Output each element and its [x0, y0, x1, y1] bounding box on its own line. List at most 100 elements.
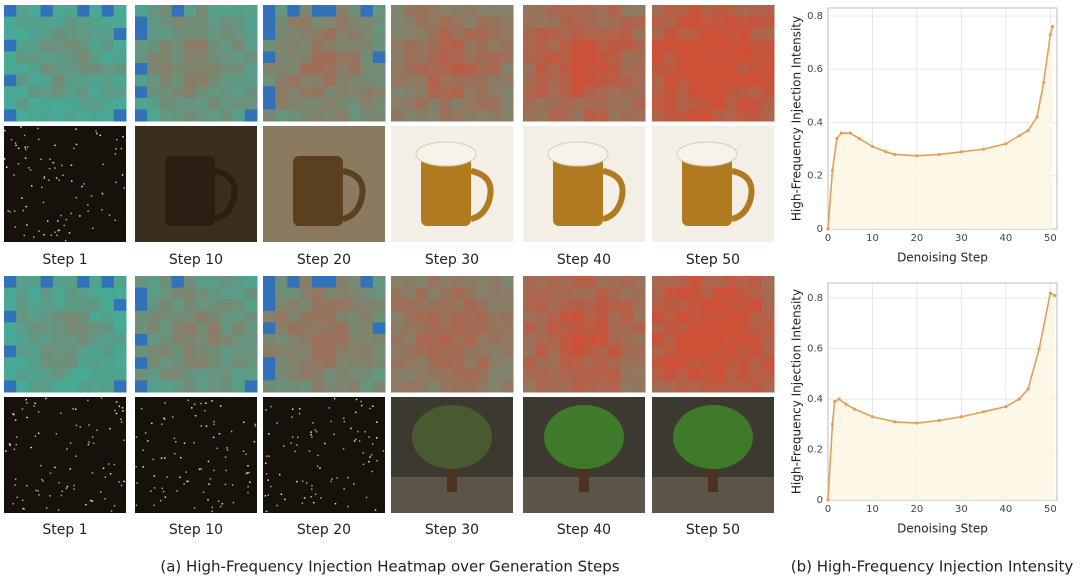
noise-dot: [12, 502, 14, 505]
noise-dot: [122, 410, 124, 412]
heatmap-cell: [52, 63, 66, 76]
heatmap-cell: [535, 51, 548, 64]
heatmap-cell: [749, 63, 763, 76]
heatmap-cell: [28, 310, 42, 323]
heatmap-cell: [287, 97, 301, 110]
heatmap-cell: [263, 51, 276, 64]
noise-dot: [38, 494, 40, 496]
heatmap-cell: [147, 368, 160, 381]
heatmap-cell: [16, 74, 29, 87]
heatmap-cell: [737, 109, 751, 122]
noise-dot: [113, 504, 116, 507]
heatmap-cell: [113, 86, 127, 99]
heatmap-cell: [360, 299, 374, 312]
noise-dot: [242, 450, 245, 453]
heatmap-cell: [452, 109, 465, 122]
heatmap-cell: [391, 310, 404, 323]
heatmap-cell: [725, 97, 738, 110]
heatmap-cell: [101, 276, 115, 289]
noise-dot: [7, 210, 9, 212]
heatmap-cell: [360, 28, 374, 41]
heatmap-cell: [596, 334, 609, 347]
heatmap-cell: [28, 39, 42, 52]
heatmap-cell: [348, 51, 362, 64]
heatmap-cell: [360, 357, 374, 370]
step-label: Step 30: [425, 522, 479, 538]
heatmap-cell: [452, 74, 465, 87]
heatmap-cell: [488, 345, 502, 358]
heatmap-cell: [652, 39, 665, 52]
noise-dot: [224, 456, 227, 458]
heatmap-cell: [664, 322, 677, 335]
heatmap-cell: [28, 51, 42, 64]
heatmap-cell: [360, 97, 374, 110]
y-tick-label: 0.4: [807, 117, 823, 128]
heatmap-cell: [737, 51, 751, 64]
noise-dot: [247, 491, 249, 494]
heatmap-cell: [559, 16, 573, 29]
noise-dot: [37, 138, 40, 141]
heatmap-cell: [372, 287, 386, 300]
heatmap-cell: [16, 86, 29, 99]
point: [1048, 291, 1052, 295]
noise-dot: [371, 470, 374, 473]
heatmap-cell: [52, 322, 66, 335]
noise-dot: [40, 464, 42, 467]
heatmap-cell: [52, 39, 66, 52]
heatmap-cell: [571, 51, 585, 64]
heatmap-cell: [135, 287, 148, 300]
heatmap-cell: [737, 287, 751, 300]
heatmap-cell: [439, 109, 453, 122]
heatmap-cell: [16, 28, 29, 41]
noise-dot: [115, 181, 117, 184]
noise-dot: [180, 456, 182, 459]
heatmap-cell: [372, 51, 386, 64]
heatmap-cell: [135, 276, 148, 289]
heatmap-cell: [571, 97, 585, 110]
heatmap-cell: [196, 368, 209, 381]
heatmap-cell: [360, 16, 374, 29]
heatmap-cell: [4, 368, 17, 381]
heatmap-cell: [676, 5, 690, 18]
heatmap-cell: [664, 357, 677, 370]
noise-dot: [13, 448, 16, 451]
heatmap-cell: [700, 109, 714, 122]
heatmap-cell: [220, 63, 234, 76]
heatmap-cell: [620, 334, 634, 347]
heatmap-cell: [135, 322, 148, 335]
heatmap-cell: [89, 63, 103, 76]
heatmap-cell: [523, 276, 536, 289]
heatmap-cell: [101, 345, 115, 358]
noise-dot: [41, 478, 43, 481]
heatmap-cell: [620, 28, 634, 41]
noise-dot: [32, 236, 35, 238]
heatmap-cell: [89, 299, 103, 312]
heatmap-cell: [65, 63, 78, 76]
heatmap-cell: [571, 28, 585, 41]
heatmap-cell: [584, 74, 597, 87]
heatmap-cell: [749, 109, 763, 122]
heatmap-cell: [135, 16, 148, 29]
noise-dot: [60, 412, 62, 415]
heatmap-cell: [403, 39, 416, 52]
heatmap-cell: [688, 345, 702, 358]
heatmap-cell: [159, 5, 173, 18]
heatmap-cell: [244, 109, 258, 122]
noise-dot: [226, 447, 228, 449]
heatmap-cell: [571, 16, 585, 29]
noise-dot: [136, 482, 138, 484]
heatmap-cell: [113, 97, 127, 110]
heatmap-cell: [403, 345, 416, 358]
step-label: Step 50: [686, 522, 740, 538]
heatmap-cell: [725, 51, 738, 64]
noise-dot: [95, 130, 97, 133]
heatmap-cell: [324, 276, 337, 289]
noise-dot: [213, 420, 215, 423]
heatmap-cell: [452, 299, 465, 312]
heatmap-cell: [584, 39, 597, 52]
noise-dot: [110, 510, 113, 512]
heatmap-cell: [299, 322, 313, 335]
noise-dot: [142, 466, 144, 468]
heatmap-cell: [287, 357, 301, 370]
heatmap-cell: [101, 16, 115, 29]
